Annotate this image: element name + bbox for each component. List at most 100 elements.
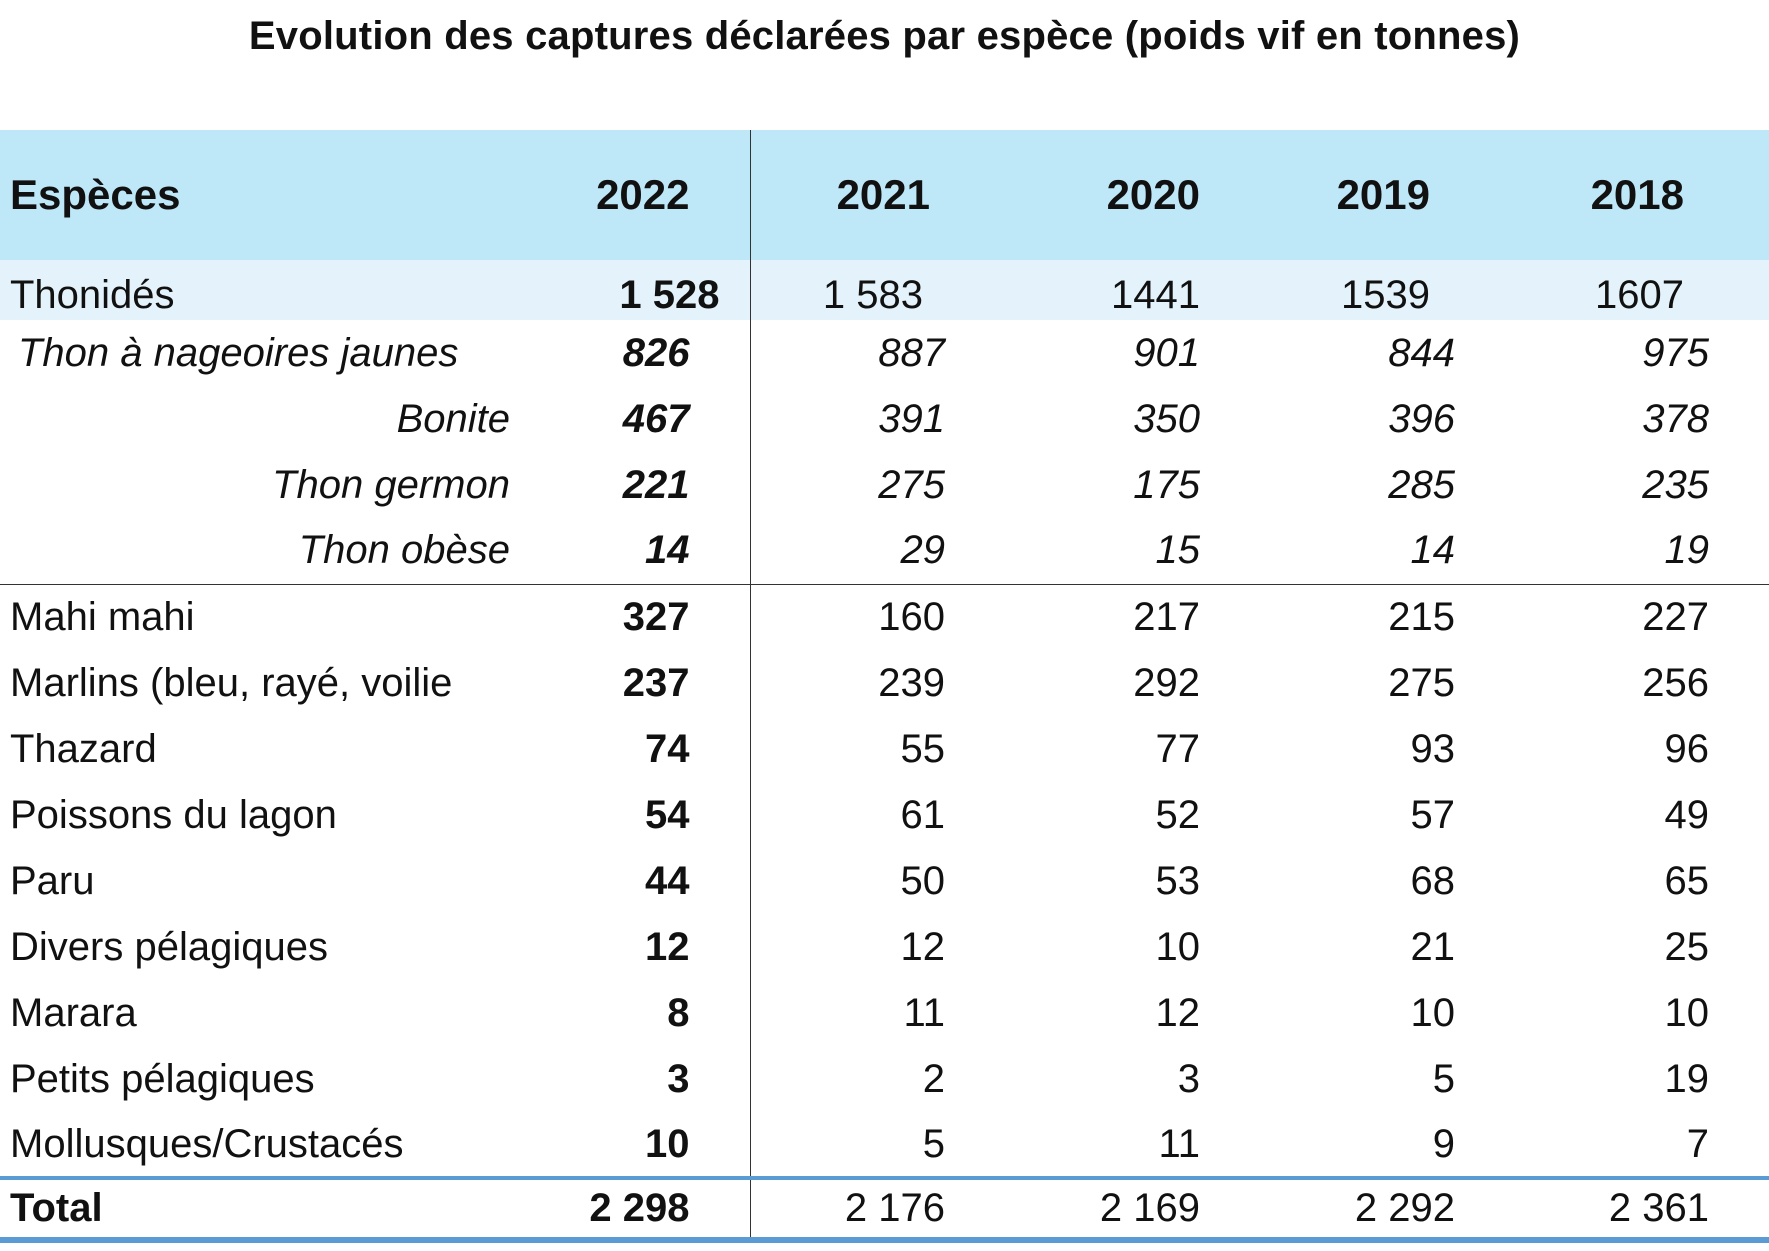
cell-2019: 14 [1260,518,1515,585]
cell-2018: 49 [1664,792,1710,837]
cell-2020: 292 [1133,660,1200,705]
cell-2022: 74 [530,716,751,782]
row-label: Thon à nageoires jaunes [18,330,459,375]
cell-2022: 237 [530,650,751,716]
cell-2019: 21 [1410,924,1456,969]
cell-2020: 53 [1155,858,1201,903]
sub-row: Thon germon 221 275 175 285 235 [0,452,1769,518]
cell-2021: 11 [903,990,945,1035]
cell-2018: 378 [1642,396,1709,441]
cell-2021: 2 [922,1056,945,1101]
table-title: Evolution des captures déclarées par esp… [248,14,1521,58]
cell-2020: 77 [1155,726,1201,771]
cell-2018: 10 [1664,990,1710,1035]
cell-2020: 15 [1005,518,1260,585]
cell-2019: 1539 [1341,273,1430,317]
cell-2020: 12 [1155,990,1201,1035]
cell-2020: 217 [1133,594,1200,639]
cell-2018: 227 [1642,594,1709,639]
cell-2022: 2 298 [530,1178,751,1243]
cell-2021: 5 [750,1112,1005,1180]
cell-2021: 12 [900,924,946,969]
cell-2019: 57 [1410,792,1456,837]
cell-2021: 61 [900,792,946,837]
cell-2022: 221 [530,452,751,518]
cell-2022: 8 [530,980,751,1046]
cell-2018: 2 361 [1515,1178,1769,1243]
column-header-2019: 2019 [1336,171,1430,218]
table-row: Paru 44 50 53 68 65 [0,848,1769,914]
cell-2021: 275 [878,462,945,507]
cell-2021: 239 [878,660,945,705]
cell-2021: 160 [878,594,945,639]
row-label: Thon germon [272,462,510,507]
table-row: Thazard 74 55 77 93 96 [0,716,1769,782]
row-label: Thonidés [10,273,175,317]
cell-2021: 50 [900,858,946,903]
cell-2019: 396 [1388,396,1455,441]
table-row: Poissons du lagon 54 61 52 57 49 [0,782,1769,848]
cell-2020: 1441 [1111,273,1200,317]
cell-2022: 12 [530,914,751,980]
row-label: Paru [10,858,95,903]
sub-row: Thon obèse 14 29 15 14 19 [0,518,1769,585]
cell-2018: 256 [1642,660,1709,705]
cell-2020: 350 [1133,396,1200,441]
cell-2019: 2 292 [1260,1178,1515,1243]
cell-2021: 391 [878,396,945,441]
total-row: Total 2 298 2 176 2 169 2 292 2 361 [0,1178,1769,1243]
cell-2020: 52 [1155,792,1201,837]
group-row-thonides: Thonidés 1 528 1 583 1441 1539 1607 [0,260,1769,320]
cell-2020: 3 [1177,1056,1200,1101]
sub-row: Thon à nageoires jaunes 826 887 901 844 … [0,320,1769,386]
cell-2019: 10 [1410,990,1456,1035]
cell-2022: 10 [530,1112,751,1180]
cell-2018: 19 [1515,518,1769,585]
cell-2022: 14 [530,518,751,585]
cell-2018: 975 [1642,330,1709,375]
cell-2019: 68 [1410,858,1456,903]
row-label: Total [0,1178,530,1243]
cell-2020: 10 [1155,924,1201,969]
row-label: Thazard [10,726,157,771]
cell-2018: 65 [1664,858,1710,903]
cell-2021: 887 [878,330,945,375]
cell-2021: 2 176 [750,1178,1005,1243]
cell-2018: 235 [1642,462,1709,507]
cell-2020: 11 [1005,1112,1260,1180]
cell-2021: 29 [750,518,1005,585]
cell-2022: 54 [530,782,751,848]
column-header-2018: 2018 [1590,171,1684,218]
table-row: Divers pélagiques 12 12 10 21 25 [0,914,1769,980]
cell-2019: 844 [1388,330,1455,375]
cell-2019: 9 [1260,1112,1515,1180]
cell-2022: 467 [530,386,751,452]
cell-2018: 25 [1664,924,1710,969]
cell-2018: 7 [1515,1112,1769,1180]
cell-2020: 2 169 [1005,1178,1260,1243]
cell-2022: 826 [530,320,751,386]
catch-table-container: Espèces 2022 2021 2020 2019 2018 Thonidé… [0,130,1769,1243]
catch-table: Espèces 2022 2021 2020 2019 2018 Thonidé… [0,130,1769,1243]
row-label: Marlins (bleu, rayé, voilie [10,660,453,705]
cell-2018: 1607 [1595,273,1684,317]
cell-2020: 901 [1133,330,1200,375]
column-header-2021: 2021 [836,171,930,218]
column-header-2020: 2020 [1106,171,1200,218]
cell-2022: 44 [530,848,751,914]
cell-2022: 3 [530,1046,751,1112]
row-label: Marara [10,990,137,1035]
row-label: Divers pélagiques [10,924,328,969]
cell-2021: 55 [900,726,946,771]
cell-2019: 5 [1432,1056,1455,1101]
row-label: Mollusques/Crustacés [0,1112,530,1180]
row-label: Thon obèse [0,518,530,585]
table-row: Marlins (bleu, rayé, voilie 237 239 292 … [0,650,1769,716]
cell-2022: 1 528 [530,260,751,320]
cell-2019: 285 [1388,462,1455,507]
header-row: Espèces 2022 2021 2020 2019 2018 [0,130,1769,260]
cell-2018: 96 [1664,726,1710,771]
row-label: Mahi mahi [10,594,195,639]
cell-2020: 175 [1133,462,1200,507]
cell-2021: 1 583 [822,273,923,317]
